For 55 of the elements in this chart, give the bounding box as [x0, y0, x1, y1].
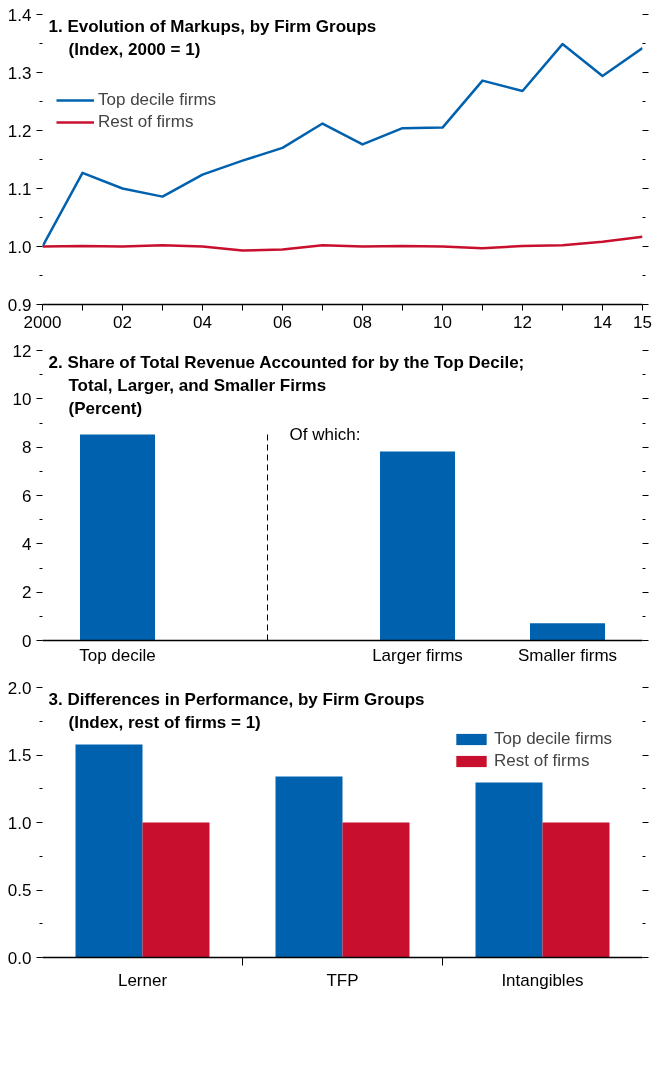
y-tick-label: 0.9	[7, 295, 32, 315]
y-tick-label: 1.2	[7, 121, 32, 141]
text: 2. Share of Total Revenue Accounted for by the Top Decile; Total, Larger, and Smaller Firms	[48, 352, 525, 395]
y-tick-label: 0.0	[7, 948, 32, 968]
text: (Index, rest of firms = 1)	[68, 712, 261, 732]
line-series	[42, 235, 643, 252]
x-tick-label: 10	[433, 312, 452, 332]
x-tick-label: TFP	[326, 970, 359, 990]
y-tick-label: 1.4	[7, 5, 32, 25]
y-tick-label: 1.0	[7, 813, 32, 833]
x-tick-label: 12	[513, 312, 532, 332]
y-tick-label: 2	[22, 583, 32, 603]
bar	[342, 822, 410, 958]
legend-label: Rest of firms	[98, 112, 194, 132]
y-tick-label: 10	[12, 389, 32, 409]
y-tick-label: 1.0	[7, 237, 32, 257]
x-tick-label: Lerner	[117, 970, 168, 990]
y-tick-label: 12	[12, 341, 32, 361]
x-tick-label: 02	[113, 312, 132, 332]
x-tick-label: 2000	[23, 312, 62, 332]
x-tick-label: 06	[273, 312, 292, 332]
bar	[275, 776, 343, 958]
y-tick-label: 1.1	[7, 179, 32, 199]
x-tick-label: 08	[353, 312, 372, 332]
x-tick-label: 14	[593, 312, 612, 332]
bar	[75, 744, 143, 958]
legend-label: Top decile firms	[98, 90, 217, 110]
annotation: Of which:	[289, 425, 361, 445]
text: (Percent)	[68, 398, 143, 418]
bar	[475, 782, 543, 958]
x-tick-label: 04	[193, 312, 212, 332]
bar	[380, 451, 455, 641]
chart-title: 1. Evolution of Markups, by Firm Groups	[48, 16, 377, 36]
y-tick-label: 0	[22, 631, 32, 651]
x-tick-label: Top decile	[79, 645, 156, 665]
chart-title: 3. Differences in Performance, by Firm Groups	[48, 689, 425, 709]
bar	[142, 822, 210, 958]
x-tick-label: Smaller firms	[517, 645, 618, 665]
text: (Index, 2000 = 1)	[68, 39, 201, 59]
x-tick-label: 15	[633, 312, 652, 332]
y-tick-label: 2.0	[7, 678, 32, 698]
y-tick-label: 8	[22, 438, 32, 458]
y-tick-label: 6	[22, 486, 32, 506]
bar	[542, 822, 610, 958]
legend-label: Top decile firms	[494, 729, 613, 749]
y-tick-label: 4	[22, 534, 32, 554]
bar	[530, 623, 605, 641]
y-tick-label: 1.3	[7, 63, 32, 83]
x-tick-label: Larger firms	[372, 645, 463, 665]
line-series	[42, 42, 643, 248]
y-tick-label: 1.5	[7, 746, 32, 765]
x-tick-label: Intangibles	[501, 970, 584, 990]
legend-label: Rest of firms	[494, 751, 590, 771]
bar	[80, 434, 155, 641]
y-tick-label: 0.5	[7, 881, 32, 900]
